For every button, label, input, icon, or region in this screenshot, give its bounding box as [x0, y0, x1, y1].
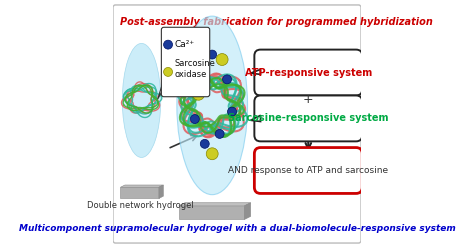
Polygon shape	[251, 69, 261, 74]
Polygon shape	[251, 115, 261, 122]
FancyBboxPatch shape	[255, 50, 362, 95]
Polygon shape	[158, 79, 169, 99]
FancyBboxPatch shape	[255, 148, 362, 193]
Text: AND response to ATP and sarcosine: AND response to ATP and sarcosine	[228, 166, 388, 175]
Polygon shape	[120, 185, 164, 187]
Circle shape	[191, 115, 199, 124]
FancyBboxPatch shape	[255, 95, 362, 141]
Polygon shape	[245, 203, 251, 219]
FancyBboxPatch shape	[161, 27, 210, 97]
Text: Post-assembly fabrication for programmed hybridization: Post-assembly fabrication for programmed…	[120, 17, 433, 27]
Text: +: +	[303, 93, 314, 106]
Circle shape	[164, 67, 173, 76]
Ellipse shape	[122, 43, 161, 157]
Ellipse shape	[177, 16, 247, 195]
Circle shape	[192, 88, 204, 100]
Circle shape	[164, 40, 173, 49]
FancyBboxPatch shape	[113, 5, 361, 243]
Circle shape	[223, 75, 231, 84]
Polygon shape	[179, 203, 251, 206]
Text: Multicomponent supramolecular hydrogel with a dual-biomolecule-responsive system: Multicomponent supramolecular hydrogel w…	[18, 224, 456, 233]
Text: Sarcosine-responsive system: Sarcosine-responsive system	[228, 113, 389, 124]
Polygon shape	[120, 187, 159, 198]
Polygon shape	[159, 185, 164, 198]
Circle shape	[201, 139, 209, 148]
Polygon shape	[179, 206, 245, 219]
Circle shape	[206, 148, 218, 160]
Text: Sarcosine
oxidase: Sarcosine oxidase	[174, 59, 215, 80]
Circle shape	[228, 107, 237, 116]
Text: Double network hydrogel: Double network hydrogel	[87, 201, 194, 210]
Text: Ca²⁺: Ca²⁺	[174, 40, 195, 49]
Circle shape	[208, 50, 217, 59]
Circle shape	[198, 70, 207, 79]
Circle shape	[216, 54, 228, 65]
Text: ATP-responsive system: ATP-responsive system	[245, 67, 372, 78]
Circle shape	[215, 129, 224, 138]
